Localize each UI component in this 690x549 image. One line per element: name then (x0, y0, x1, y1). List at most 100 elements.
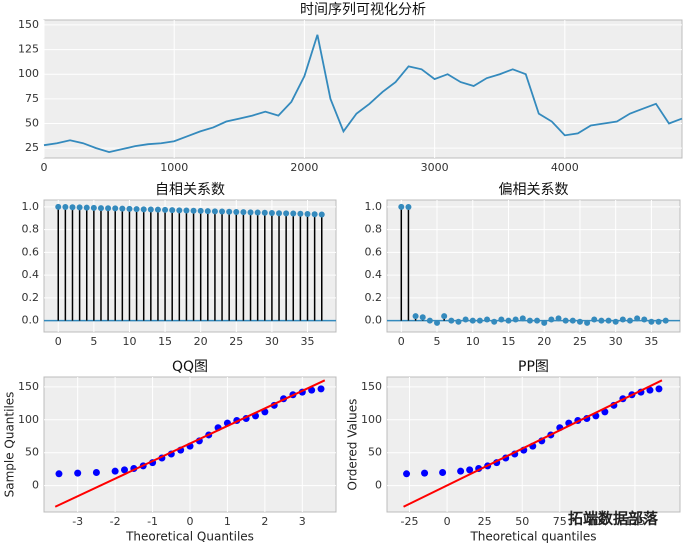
stem-marker (519, 315, 526, 322)
y-tick-label: 150 (18, 18, 39, 31)
stem-marker (290, 210, 297, 217)
stem-marker (469, 317, 476, 324)
stem-marker (311, 211, 318, 218)
x-tick-label: 5 (90, 335, 97, 348)
point (655, 385, 663, 393)
plot-area (43, 199, 337, 333)
stem-marker (598, 317, 605, 324)
x-tick-label: 3 (299, 515, 306, 528)
stem-marker (97, 205, 104, 212)
y-tick-label: 100 (18, 67, 39, 80)
stem-marker (612, 318, 619, 325)
point (308, 386, 316, 394)
stem-marker (254, 209, 261, 216)
point (421, 469, 429, 477)
stem-marker (655, 318, 662, 325)
stem-marker (219, 208, 226, 215)
x-tick-label: -25 (401, 515, 419, 528)
x-axis-label: Theoretical quantiles (469, 530, 596, 544)
y-tick-label: 0.0 (365, 314, 383, 327)
stem-marker (641, 316, 648, 323)
stem-marker (534, 317, 541, 324)
stem-marker (619, 316, 626, 323)
stem-marker (197, 207, 204, 214)
stem-marker (555, 315, 562, 322)
x-tick-label: 1 (224, 515, 231, 528)
stem-marker (498, 316, 505, 323)
stem-marker (441, 313, 448, 320)
fit-line (54, 379, 326, 508)
stem-marker (126, 205, 133, 212)
stem-marker (297, 210, 304, 217)
x-tick-label: 30 (265, 335, 279, 348)
panel: 时间序列可视化分析 0 1000 2000 3000 4000 25 50 75 100 125 15… (18, 2, 683, 174)
stem-marker (591, 316, 598, 323)
y-tick-label: 0.8 (22, 223, 40, 236)
stem-marker (190, 207, 197, 214)
y-tick-label: 0.6 (22, 245, 40, 258)
point (646, 386, 654, 394)
y-tick-label: 0.2 (22, 291, 40, 304)
x-tick-label: 35 (644, 335, 658, 348)
x-tick-label: 25 (229, 335, 243, 348)
stem-marker (662, 317, 669, 324)
x-tick-label: 4000 (551, 161, 579, 174)
stem-marker (605, 317, 612, 324)
y-tick-label: 0.2 (365, 291, 383, 304)
stem-marker (512, 316, 519, 323)
stem-marker (548, 316, 555, 323)
stem-marker (133, 206, 140, 213)
y-tick-label: 0.6 (365, 245, 383, 258)
point (439, 468, 447, 476)
y-tick-label: 0 (32, 479, 39, 492)
y-tick-label: 0.4 (22, 268, 40, 281)
x-tick-label: 0 (41, 161, 48, 174)
stem-marker (462, 316, 469, 323)
stem-marker (147, 206, 154, 213)
watermark: 拓端数据部落 (568, 510, 659, 528)
x-tick-label: 35 (301, 335, 315, 348)
stem-marker (247, 209, 254, 216)
x-tick-label: 0 (187, 515, 194, 528)
y-tick-label: 0.0 (22, 314, 40, 327)
stem-marker (626, 317, 633, 324)
x-tick-label: 125 (624, 515, 645, 528)
stem-marker (576, 318, 583, 325)
stem-marker (169, 207, 176, 214)
x-tick-label: 10 (466, 335, 480, 348)
y-tick-label: 50 (25, 446, 39, 459)
stem-marker (240, 209, 247, 216)
stem-marker (183, 207, 190, 214)
y-axis-label: Ordered Values (346, 399, 360, 491)
stem-marker (569, 317, 576, 324)
chart-title: 时间序列可视化分析 (300, 2, 426, 18)
x-tick-label: -1 (147, 515, 158, 528)
series-line (43, 34, 683, 154)
x-tick-label: 2000 (290, 161, 318, 174)
x-tick-label: 0 (55, 335, 62, 348)
x-tick-label: -2 (110, 515, 121, 528)
point (55, 470, 63, 478)
y-tick-label: 1.0 (365, 200, 383, 213)
y-tick-label: 50 (25, 117, 39, 130)
stem-marker (112, 205, 119, 212)
x-tick-label: 3000 (421, 161, 449, 174)
stem-marker (398, 203, 405, 210)
y-tick-label: 0.4 (365, 268, 383, 281)
stem-marker (226, 208, 233, 215)
y-tick-label: 0.8 (365, 223, 383, 236)
y-tick-label: 100 (361, 413, 382, 426)
point (466, 466, 474, 474)
stem-marker (419, 314, 426, 321)
stem-marker (491, 318, 498, 325)
point (74, 469, 82, 477)
x-tick-label: 0 (398, 335, 405, 348)
x-tick-label: 50 (515, 515, 529, 528)
y-tick-label: 125 (18, 43, 39, 56)
y-tick-label: 75 (25, 92, 39, 105)
x-tick-label: 20 (194, 335, 208, 348)
point (92, 468, 100, 476)
stem-marker (83, 204, 90, 211)
y-tick-label: 0 (375, 479, 382, 492)
